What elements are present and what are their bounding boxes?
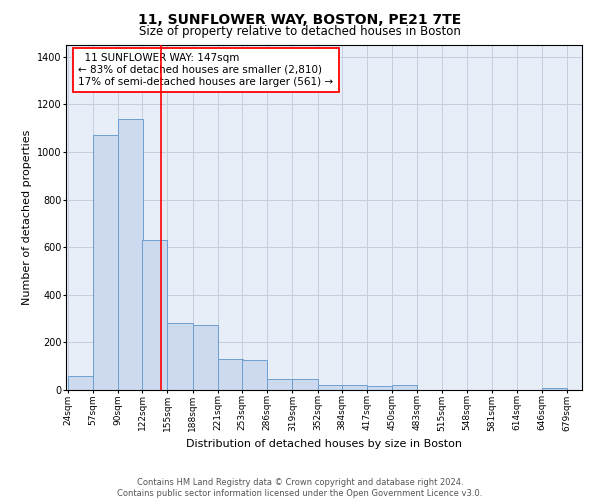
Bar [218,359,243,390]
Text: Size of property relative to detached houses in Boston: Size of property relative to detached ho… [139,25,461,38]
Y-axis label: Number of detached properties: Number of detached properties [22,130,32,305]
Bar [68,376,92,390]
Bar [142,240,167,390]
Bar [292,380,317,390]
Bar [267,380,292,390]
Bar [542,388,567,390]
Bar [317,385,343,390]
Bar [167,324,193,390]
Bar [342,385,367,390]
X-axis label: Distribution of detached houses by size in Boston: Distribution of detached houses by size … [186,439,462,449]
Bar [392,385,418,390]
Bar [193,324,218,390]
Text: 11 SUNFLOWER WAY: 147sqm
← 83% of detached houses are smaller (2,810)
17% of sem: 11 SUNFLOWER WAY: 147sqm ← 83% of detach… [78,54,334,86]
Text: 11, SUNFLOWER WAY, BOSTON, PE21 7TE: 11, SUNFLOWER WAY, BOSTON, PE21 7TE [139,12,461,26]
Bar [118,119,143,390]
Bar [367,386,392,390]
Text: Contains HM Land Registry data © Crown copyright and database right 2024.
Contai: Contains HM Land Registry data © Crown c… [118,478,482,498]
Bar [92,136,118,390]
Bar [242,360,267,390]
